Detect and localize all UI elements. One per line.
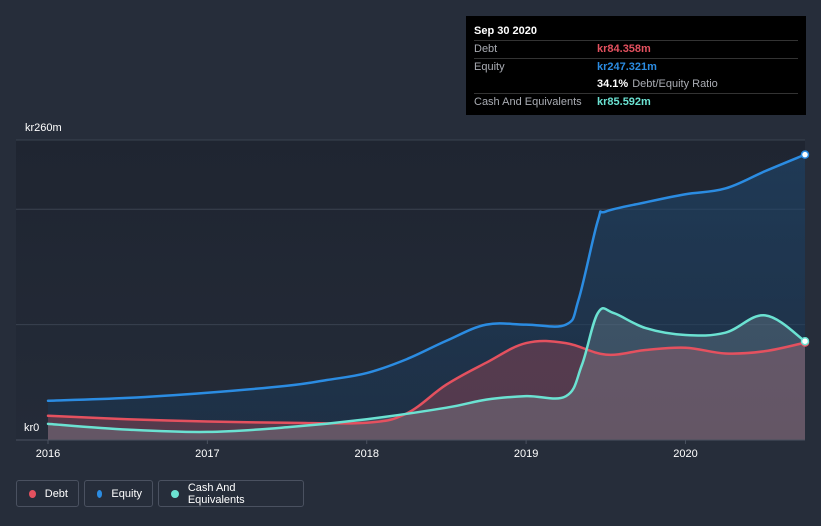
tooltip-cash-label: Cash And Equivalents <box>474 94 597 111</box>
x-tick-label: 2017 <box>195 448 219 460</box>
legend-debt-label: Debt <box>45 488 68 500</box>
tooltip-debt-label: Debt <box>474 41 597 58</box>
tooltip-cash-value: kr85.592m <box>597 94 651 111</box>
tooltip-date: Sep 30 2020 <box>474 24 798 39</box>
cash-legend-dot-icon <box>171 490 179 498</box>
x-tick-label: 2020 <box>673 448 697 460</box>
tooltip-cash-row: Cash And Equivalents kr85.592m <box>474 93 798 111</box>
y-axis-top-label: kr260m <box>25 122 62 134</box>
cash-endpoint-marker <box>802 338 809 345</box>
tooltip-ratio-label: Debt/Equity Ratio <box>632 76 718 93</box>
x-axis-ticks: 2016 2017 2018 2019 2020 <box>36 440 698 460</box>
legend-cash-label: Cash And Equivalents <box>188 482 293 506</box>
data-tooltip: Sep 30 2020 Debt kr84.358m Equity kr247.… <box>466 16 806 115</box>
equity-endpoint-marker <box>802 151 809 158</box>
tooltip-debt-value: kr84.358m <box>597 41 651 58</box>
tooltip-debt-row: Debt kr84.358m <box>474 40 798 58</box>
tooltip-equity-label: Equity <box>474 59 597 76</box>
legend-cash-toggle[interactable]: Cash And Equivalents <box>158 480 304 507</box>
x-tick-label: 2016 <box>36 448 60 460</box>
debt-legend-dot-icon <box>29 490 36 498</box>
tooltip-equity-value: kr247.321m <box>597 59 657 76</box>
x-tick-label: 2019 <box>514 448 538 460</box>
equity-legend-dot-icon <box>97 490 102 498</box>
legend-equity-toggle[interactable]: Equity <box>84 480 153 507</box>
legend-debt-toggle[interactable]: Debt <box>16 480 79 507</box>
tooltip-equity-row: Equity kr247.321m <box>474 58 798 76</box>
x-tick-label: 2018 <box>354 448 378 460</box>
tooltip-ratio-row: 34.1% Debt/Equity Ratio <box>474 76 798 93</box>
tooltip-ratio-value: 34.1% <box>597 76 628 93</box>
legend-equity-label: Equity <box>111 488 142 500</box>
y-axis-bottom-label: kr0 <box>24 422 39 434</box>
